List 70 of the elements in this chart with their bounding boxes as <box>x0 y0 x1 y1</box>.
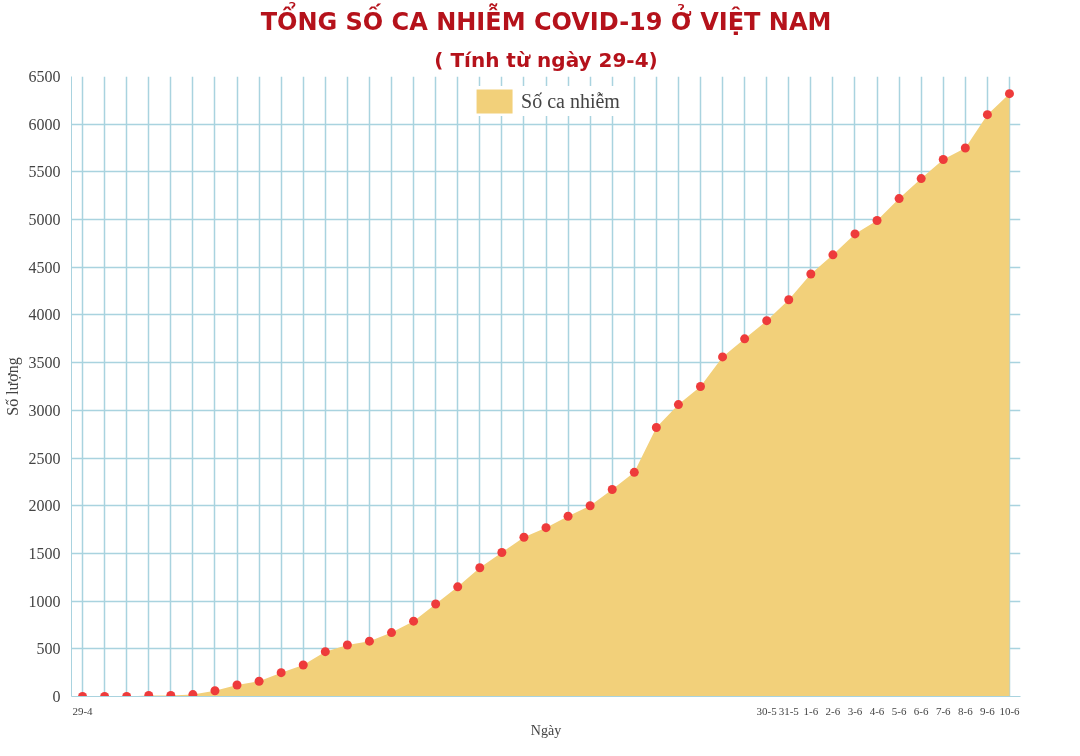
point <box>872 216 882 226</box>
x-tick-label: 8-6 <box>957 704 974 717</box>
point <box>475 563 485 573</box>
x-tick-label: 4-6 <box>869 704 885 717</box>
point <box>585 501 595 511</box>
point <box>982 110 992 120</box>
point <box>431 599 441 609</box>
point <box>1004 89 1014 99</box>
x-tick-label: 1-6 <box>803 704 819 717</box>
point <box>740 334 750 344</box>
y-tick-label: 2500 <box>28 449 61 467</box>
x-tick-label: 2-6 <box>825 704 841 717</box>
point <box>916 174 926 184</box>
y-tick-label: 4000 <box>28 306 61 324</box>
point <box>497 547 507 557</box>
x-tick-label: 3-6 <box>847 704 863 717</box>
x-tick-label: 6-6 <box>913 704 930 717</box>
point <box>673 400 683 410</box>
point <box>254 676 264 686</box>
y-tick-label: 5500 <box>28 163 61 181</box>
point <box>188 690 198 697</box>
point <box>364 636 374 646</box>
y-tick-label: 2000 <box>28 497 61 515</box>
y-axis-title: Số lượng <box>3 357 22 416</box>
point <box>695 382 705 391</box>
point <box>276 668 286 678</box>
point <box>387 628 397 638</box>
point <box>718 352 728 362</box>
y-tick-label: 3500 <box>28 354 61 372</box>
y-tick-label: 5000 <box>28 211 61 229</box>
point <box>960 143 970 153</box>
x-tick-label: 29-4 <box>72 704 94 717</box>
x-tick-label: 10-6 <box>999 704 1021 717</box>
x-tick-label: 7-6 <box>935 704 952 717</box>
x-tick-label: 9-6 <box>980 704 996 717</box>
point <box>453 582 463 592</box>
point <box>298 660 308 670</box>
point <box>828 250 838 260</box>
point <box>409 616 419 626</box>
y-tick-label: 0 <box>52 688 61 705</box>
point <box>762 316 772 326</box>
point <box>320 647 330 657</box>
point <box>210 686 220 696</box>
point <box>806 269 816 279</box>
x-axis-title: Ngày <box>530 722 562 738</box>
point <box>784 295 794 305</box>
point <box>607 485 617 495</box>
y-tick-label: 6000 <box>28 115 61 133</box>
x-tick-label: 30-5 <box>756 704 778 717</box>
point <box>563 511 573 521</box>
y-tick-label: 500 <box>36 640 61 658</box>
point <box>850 229 860 239</box>
point <box>541 523 551 533</box>
point <box>519 532 529 542</box>
y-tick-label: 1000 <box>28 592 61 610</box>
chart-title: TỔNG SỐ CA NHIỄM COVID-19 Ở VIỆT NAM <box>260 0 832 36</box>
point <box>232 680 242 690</box>
legend-label: Số ca nhiễm <box>521 89 620 113</box>
point <box>629 467 639 477</box>
y-tick-label: 3000 <box>28 401 61 419</box>
chart-subtitle: ( Tính từ ngày 29-4) <box>434 47 658 72</box>
point <box>342 640 352 650</box>
y-tick-label: 1500 <box>28 544 61 562</box>
point <box>894 194 904 204</box>
y-tick-label: 4500 <box>28 258 61 276</box>
x-tick-label: 31-5 <box>778 704 800 717</box>
x-tick-label: 5-6 <box>891 704 907 717</box>
y-tick-label: 6500 <box>28 68 61 85</box>
point <box>651 423 661 433</box>
point <box>938 154 948 164</box>
